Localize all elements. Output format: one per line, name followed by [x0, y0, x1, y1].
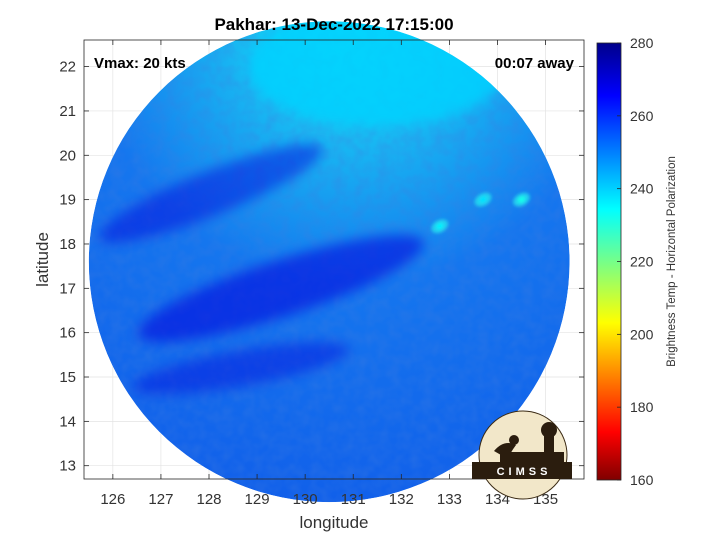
logo-text: CIMSS: [497, 466, 552, 478]
x-tick-label: 133: [437, 491, 462, 508]
x-tick-label: 134: [485, 491, 510, 508]
cold-spot: [474, 192, 492, 207]
vmax-annotation: Vmax: 20 kts: [94, 55, 186, 72]
satellite-dish-icon: [494, 443, 516, 459]
y-tick-label: 16: [59, 325, 76, 342]
colorbar-tick-label: 200: [630, 326, 654, 342]
building-icon: [500, 452, 564, 462]
cold-spot: [513, 192, 530, 207]
time-away-annotation: 00:07 away: [495, 55, 575, 72]
colorbar-tick-label: 240: [630, 181, 654, 197]
colorbar-tick-label: 160: [630, 472, 654, 488]
x-tick-label: 126: [100, 491, 125, 508]
x-tick-label: 130: [293, 491, 318, 508]
y-tick-label: 15: [59, 369, 76, 386]
y-tick-label: 14: [59, 413, 76, 430]
x-tick-labels: 126 127 128 129 130 131 132 133 134 135: [100, 491, 558, 508]
warm-band: [99, 143, 323, 243]
x-axis-label: longitude: [299, 513, 368, 532]
y-tick-label: 18: [59, 236, 76, 253]
cold-spot: [431, 219, 449, 234]
y-tick-label: 13: [59, 458, 76, 475]
y-tick-label: 21: [59, 103, 76, 120]
x-tick-label: 132: [389, 491, 414, 508]
colorbar-ticks: 160 180 200 220 240 260 280: [617, 35, 654, 488]
axes-box: [83, 39, 585, 480]
y-tick-label: 22: [59, 59, 76, 76]
colorbar-tick-label: 220: [630, 254, 654, 270]
water-tower-icon: [541, 422, 557, 438]
y-tick-labels: 13 14 15 16 17 18 19 20 21 22: [59, 59, 76, 475]
warm-band: [138, 234, 425, 342]
y-tick-label: 17: [59, 280, 76, 297]
cimss-logo: CIMSS: [472, 410, 572, 500]
y-tick-label: 20: [59, 147, 76, 164]
colorbar-tick-label: 180: [630, 399, 654, 415]
satellite-dish-icon: [509, 435, 519, 445]
x-tick-label: 131: [341, 491, 366, 508]
colorbar-tick-label: 260: [630, 108, 654, 124]
colorbar-tick-label: 280: [630, 35, 654, 51]
x-tick-label: 129: [245, 491, 270, 508]
x-tick-label: 128: [196, 491, 221, 508]
y-axis-label: latitude: [33, 232, 52, 287]
satellite-swath: [88, 21, 570, 503]
chart-title: Pakhar: 13-Dec-2022 17:15:00: [214, 15, 453, 34]
water-tower-icon: [544, 428, 554, 454]
colorbar-label: Brightness Temp - Horizontal Polarizatio…: [666, 156, 678, 367]
y-tick-label: 19: [59, 192, 76, 209]
x-tick-label: 127: [148, 491, 173, 508]
warm-band: [132, 342, 350, 395]
